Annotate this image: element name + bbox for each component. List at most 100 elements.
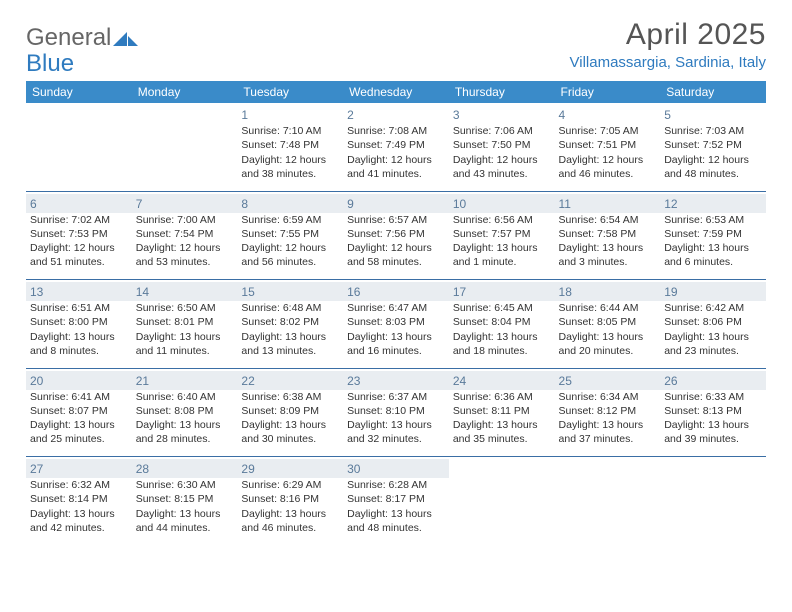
day-number: 5 [664,105,762,124]
day-info-line: Sunrise: 6:59 AM [241,213,339,227]
day-info-line: Sunrise: 7:05 AM [559,124,657,138]
day-info-line: Daylight: 13 hours and 42 minutes. [30,507,128,535]
day-info-line: Sunrise: 7:03 AM [664,124,762,138]
day-number: 28 [132,459,238,478]
day-number: 30 [343,459,449,478]
calendar-day: 2Sunrise: 7:08 AMSunset: 7:49 PMDaylight… [343,103,449,191]
day-header: Thursday [449,81,555,103]
day-info-line: Sunrise: 6:36 AM [453,390,551,404]
logo-triangle-icon [113,32,127,46]
day-info-line: Sunset: 8:11 PM [453,404,551,418]
calendar-day: 11Sunrise: 6:54 AMSunset: 7:58 PMDayligh… [555,192,661,280]
day-info-line: Sunset: 8:09 PM [241,404,339,418]
day-info-line: Sunset: 7:53 PM [30,227,128,241]
day-info-line: Daylight: 12 hours and 38 minutes. [241,153,339,181]
calendar-week: 20Sunrise: 6:41 AMSunset: 8:07 PMDayligh… [26,369,766,457]
day-info-line: Daylight: 12 hours and 58 minutes. [347,241,445,269]
day-number: 23 [343,371,449,390]
calendar-day: 8Sunrise: 6:59 AMSunset: 7:55 PMDaylight… [237,192,343,280]
day-info-line: Sunset: 8:02 PM [241,315,339,329]
day-number: 2 [347,105,445,124]
calendar-day: 14Sunrise: 6:50 AMSunset: 8:01 PMDayligh… [132,280,238,368]
day-info-line: Daylight: 12 hours and 56 minutes. [241,241,339,269]
day-info-line: Daylight: 13 hours and 8 minutes. [30,330,128,358]
day-info-line: Sunset: 7:48 PM [241,138,339,152]
calendar-day: 6Sunrise: 7:02 AMSunset: 7:53 PMDaylight… [26,192,132,280]
calendar-day: 22Sunrise: 6:38 AMSunset: 8:09 PMDayligh… [237,369,343,457]
day-info-line: Sunrise: 6:38 AM [241,390,339,404]
day-number: 14 [132,282,238,301]
day-info-line: Sunrise: 7:06 AM [453,124,551,138]
day-number: 11 [555,194,661,213]
day-number: 25 [555,371,661,390]
day-info-line: Daylight: 13 hours and 35 minutes. [453,418,551,446]
calendar-table: SundayMondayTuesdayWednesdayThursdayFrid… [26,81,766,545]
calendar-day: 25Sunrise: 6:34 AMSunset: 8:12 PMDayligh… [555,369,661,457]
day-number: 10 [449,194,555,213]
day-info-line: Daylight: 12 hours and 46 minutes. [559,153,657,181]
calendar-empty [555,457,661,545]
day-info-line: Sunset: 7:52 PM [664,138,762,152]
day-info-line: Sunset: 8:06 PM [664,315,762,329]
calendar-empty [132,103,238,191]
calendar-day: 3Sunrise: 7:06 AMSunset: 7:50 PMDaylight… [449,103,555,191]
calendar-day: 23Sunrise: 6:37 AMSunset: 8:10 PMDayligh… [343,369,449,457]
day-info-line: Sunset: 8:03 PM [347,315,445,329]
day-number: 18 [555,282,661,301]
day-info-line: Daylight: 13 hours and 44 minutes. [136,507,234,535]
day-info-line: Daylight: 13 hours and 32 minutes. [347,418,445,446]
day-info-line: Daylight: 13 hours and 46 minutes. [241,507,339,535]
day-info-line: Daylight: 13 hours and 25 minutes. [30,418,128,446]
day-info-line: Daylight: 13 hours and 6 minutes. [664,241,762,269]
logo-text-blue: Blue [26,50,74,78]
day-number: 15 [237,282,343,301]
day-info-line: Daylight: 12 hours and 48 minutes. [664,153,762,181]
calendar-week: 13Sunrise: 6:51 AMSunset: 8:00 PMDayligh… [26,280,766,368]
header: General April 2025 Villamassargia, Sardi… [26,18,766,71]
day-info-line: Sunset: 8:13 PM [664,404,762,418]
title-block: April 2025 Villamassargia, Sardinia, Ita… [570,18,766,71]
day-header: Wednesday [343,81,449,103]
day-number: 8 [237,194,343,213]
day-number: 9 [343,194,449,213]
logo-text-general: General [26,24,111,52]
day-info-line: Sunset: 8:08 PM [136,404,234,418]
day-info-line: Sunset: 7:54 PM [136,227,234,241]
day-info-line: Sunrise: 7:08 AM [347,124,445,138]
day-number: 22 [237,371,343,390]
day-info-line: Sunset: 8:17 PM [347,492,445,506]
day-info-line: Sunset: 8:14 PM [30,492,128,506]
calendar-day: 18Sunrise: 6:44 AMSunset: 8:05 PMDayligh… [555,280,661,368]
logo-triangle2-icon [128,36,138,46]
day-number: 27 [26,459,132,478]
day-info-line: Sunset: 7:50 PM [453,138,551,152]
day-info-line: Sunrise: 6:30 AM [136,478,234,492]
day-info-line: Sunset: 7:59 PM [664,227,762,241]
day-info-line: Daylight: 13 hours and 37 minutes. [559,418,657,446]
day-header: Saturday [660,81,766,103]
day-info-line: Daylight: 13 hours and 13 minutes. [241,330,339,358]
day-info-line: Daylight: 13 hours and 28 minutes. [136,418,234,446]
page-title: April 2025 [570,18,766,52]
calendar-empty [660,457,766,545]
calendar-day: 4Sunrise: 7:05 AMSunset: 7:51 PMDaylight… [555,103,661,191]
logo: General [26,18,138,52]
day-number: 3 [453,105,551,124]
calendar-day: 19Sunrise: 6:42 AMSunset: 8:06 PMDayligh… [660,280,766,368]
day-info-line: Sunrise: 6:53 AM [664,213,762,227]
calendar-day: 28Sunrise: 6:30 AMSunset: 8:15 PMDayligh… [132,457,238,545]
day-info-line: Sunset: 7:56 PM [347,227,445,241]
location-label: Villamassargia, Sardinia, Italy [570,54,766,71]
calendar-day: 17Sunrise: 6:45 AMSunset: 8:04 PMDayligh… [449,280,555,368]
day-info-line: Daylight: 13 hours and 11 minutes. [136,330,234,358]
day-info-line: Sunrise: 6:50 AM [136,301,234,315]
day-info-line: Sunset: 8:00 PM [30,315,128,329]
calendar-week: 6Sunrise: 7:02 AMSunset: 7:53 PMDaylight… [26,192,766,280]
day-info-line: Sunset: 8:07 PM [30,404,128,418]
day-info-line: Daylight: 13 hours and 20 minutes. [559,330,657,358]
day-number: 19 [660,282,766,301]
calendar-week: 27Sunrise: 6:32 AMSunset: 8:14 PMDayligh… [26,457,766,545]
day-info-line: Sunrise: 6:32 AM [30,478,128,492]
day-info-line: Sunrise: 6:51 AM [30,301,128,315]
calendar-day: 24Sunrise: 6:36 AMSunset: 8:11 PMDayligh… [449,369,555,457]
